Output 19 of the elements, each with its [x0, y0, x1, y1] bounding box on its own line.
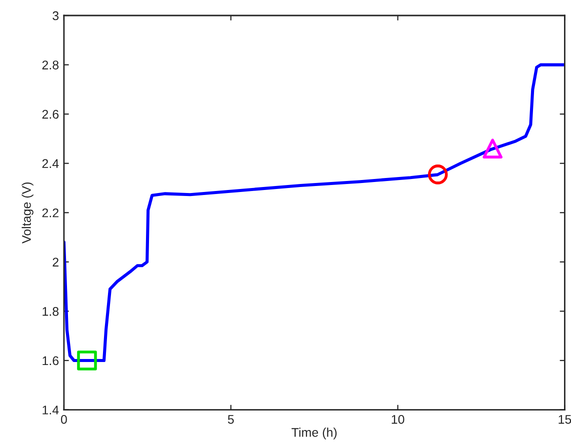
y-tick-label: 1.6 [42, 356, 59, 366]
y-tick-label: 1.4 [42, 406, 59, 414]
y-tick-label: 2.8 [42, 60, 59, 70]
x-tick-label: 10 [392, 414, 404, 424]
point [482, 138, 503, 158]
x-tick-label: 5 [228, 415, 234, 424]
point [77, 350, 97, 370]
y-tick-label: 1.8 [42, 307, 59, 316]
line-series [64, 63, 565, 362]
point [428, 164, 448, 184]
x-tick-label: 0 [60, 414, 67, 424]
y-axis-title: Voltage (V) [22, 182, 34, 244]
y-tick-label: 3 [52, 11, 59, 20]
y-tick-label: 2 [52, 258, 58, 266]
y-tick-label: 2.6 [42, 110, 59, 119]
x-tick-label: 15 [558, 415, 571, 424]
y-tick-label: 2.4 [42, 159, 59, 168]
x-axis-title: Time (h) [292, 428, 337, 440]
y-tick-label: 2.2 [42, 208, 58, 218]
